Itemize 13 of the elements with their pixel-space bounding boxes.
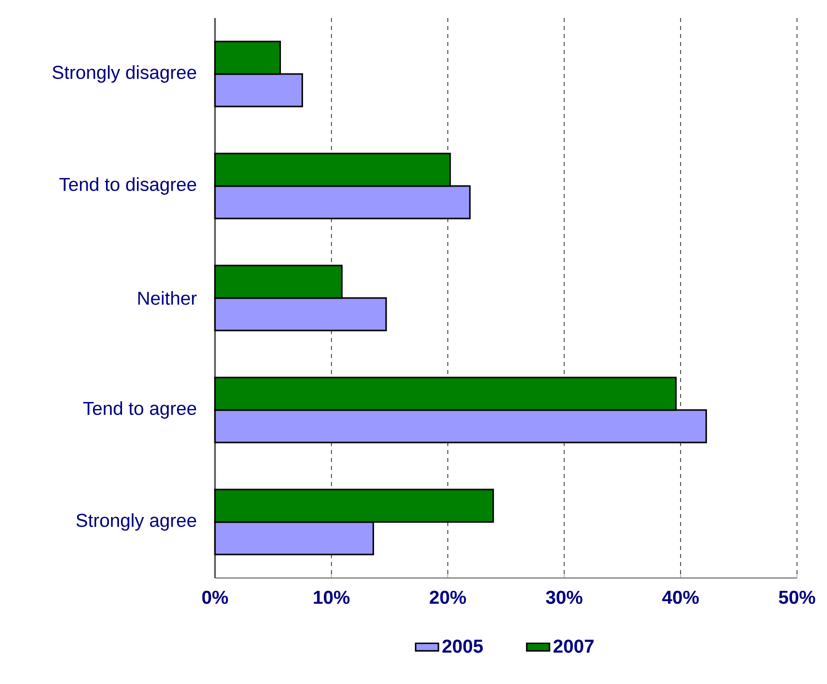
x-tick-label: 40% <box>662 590 699 604</box>
x-tick-label: 30% <box>546 590 582 604</box>
y-tick-label: Strongly agree <box>76 513 196 531</box>
y-tick-label: Neither <box>138 291 197 305</box>
y-tick-label: Strongly disagree <box>52 65 196 83</box>
legend-label: 2005 <box>442 640 483 653</box>
x-tick-label: 0% <box>202 590 228 604</box>
legend-label: 2007 <box>554 640 594 653</box>
y-tick-label: Tend to agree <box>83 401 196 419</box>
x-tick-label: 50% <box>778 590 816 604</box>
x-tick-label: 10% <box>314 590 350 604</box>
y-tick-label: Tend to disagree <box>59 177 196 195</box>
x-tick-label: 20% <box>430 590 466 604</box>
